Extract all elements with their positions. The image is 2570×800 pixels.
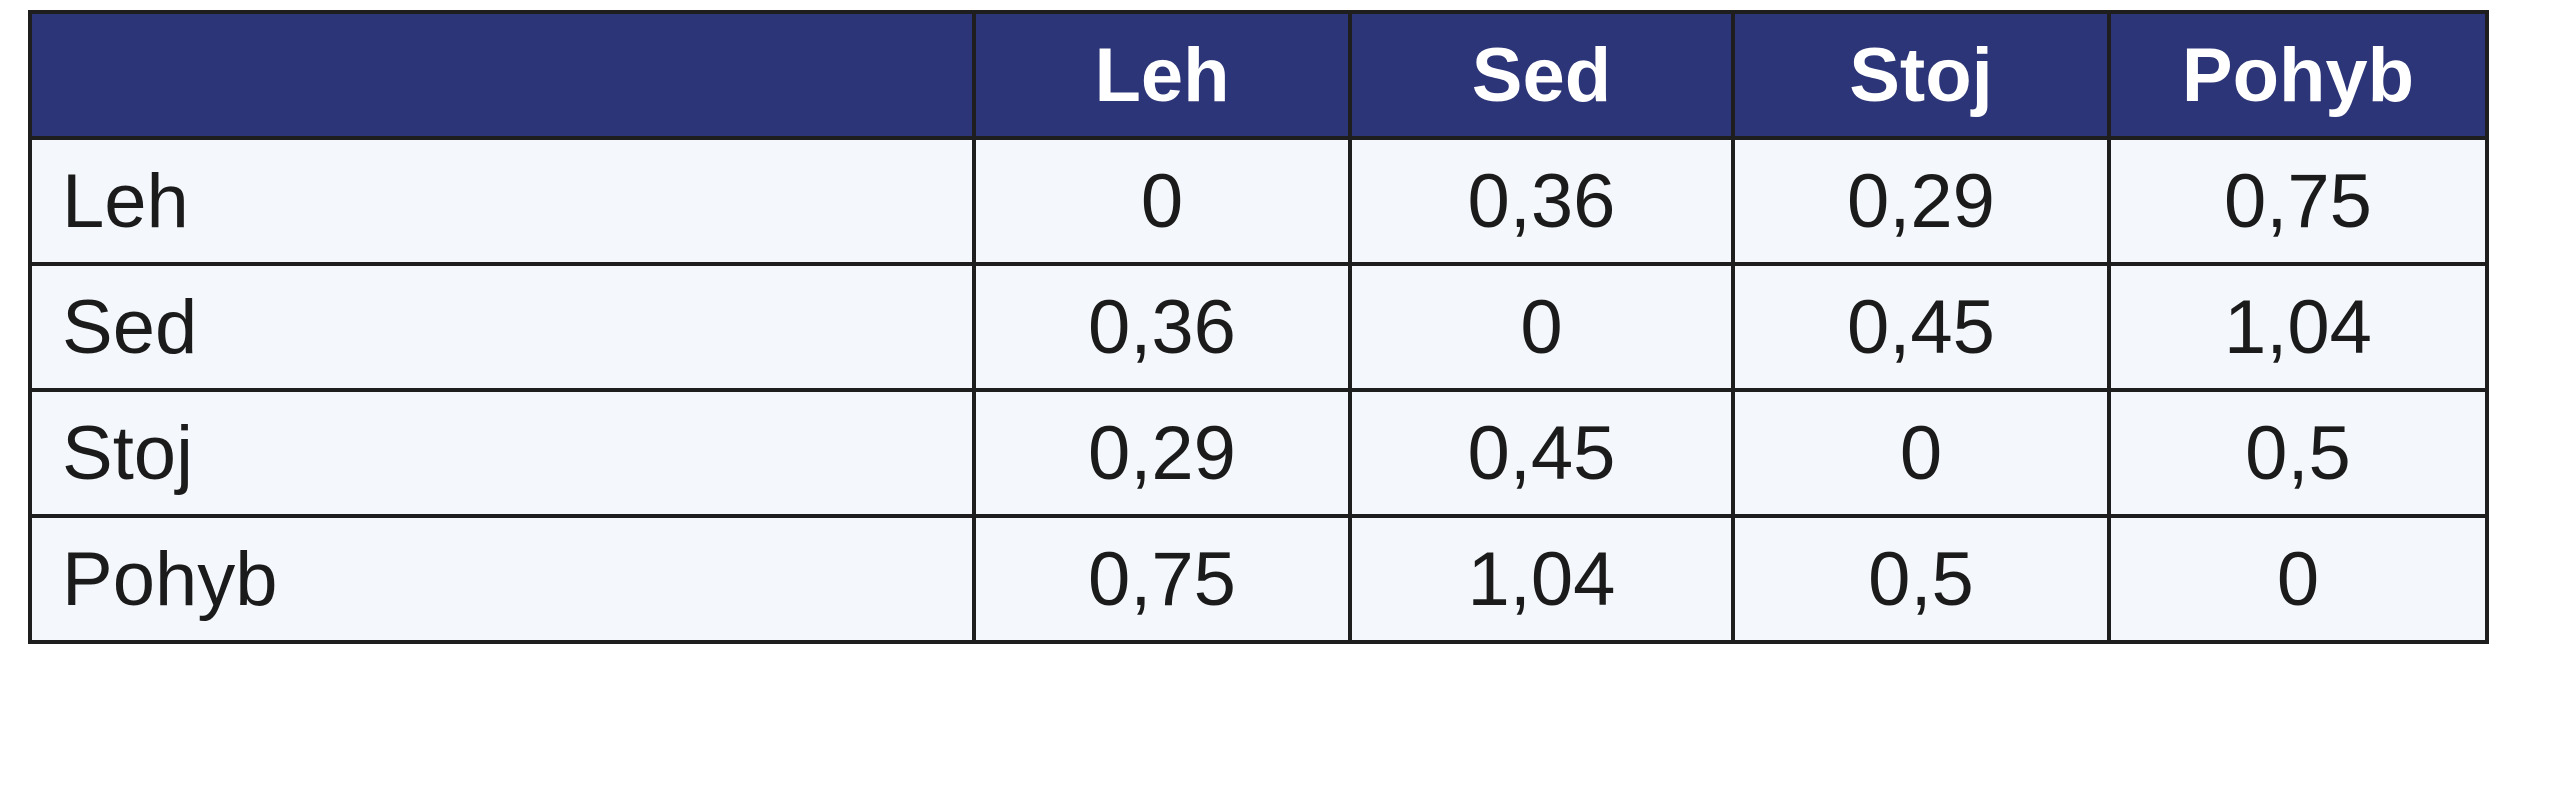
table-row: Pohyb 0,75 1,04 0,5 0 [28, 514, 2489, 644]
table-cell: 0,36 [1348, 136, 1735, 266]
column-header: Sed [1348, 10, 1735, 140]
table-cell: 0,29 [972, 388, 1352, 518]
table-cell: 0,36 [972, 262, 1352, 392]
table-cell: 0,29 [1731, 136, 2111, 266]
table-cell: 0,45 [1348, 388, 1735, 518]
table-cell: 0 [2107, 514, 2489, 644]
table-cell: 1,04 [2107, 262, 2489, 392]
table-cell: 0 [1731, 388, 2111, 518]
table-row: Leh 0 0,36 0,29 0,75 [28, 136, 2489, 266]
row-label: Stoj [28, 388, 976, 518]
table-row: Sed 0,36 0 0,45 1,04 [28, 262, 2489, 392]
table-cell: 0 [972, 136, 1352, 266]
table-cell: 0,5 [2107, 388, 2489, 518]
distance-matrix-table: Leh Sed Stoj Pohyb Leh 0 0,36 0,29 0,75 … [28, 10, 2489, 644]
table-cell: 0 [1348, 262, 1735, 392]
corner-cell [28, 10, 976, 140]
column-header: Pohyb [2107, 10, 2489, 140]
table-cell: 0,75 [2107, 136, 2489, 266]
table-cell: 1,04 [1348, 514, 1735, 644]
column-header: Stoj [1731, 10, 2111, 140]
table-cell: 0,5 [1731, 514, 2111, 644]
header-row: Leh Sed Stoj Pohyb [28, 10, 2489, 140]
row-label: Pohyb [28, 514, 976, 644]
table-row: Stoj 0,29 0,45 0 0,5 [28, 388, 2489, 518]
row-label: Leh [28, 136, 976, 266]
column-header: Leh [972, 10, 1352, 140]
table-container: Leh Sed Stoj Pohyb Leh 0 0,36 0,29 0,75 … [28, 10, 2489, 644]
table-cell: 0,75 [972, 514, 1352, 644]
table-cell: 0,45 [1731, 262, 2111, 392]
row-label: Sed [28, 262, 976, 392]
